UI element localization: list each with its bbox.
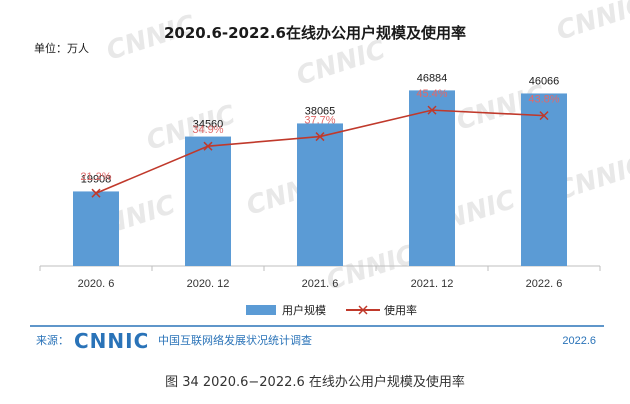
- x-tick-label: 2020. 6: [78, 278, 115, 290]
- cnnic-logo: CNNIC: [74, 329, 149, 353]
- labels-group: 19908 34560 38065 46884 46066 21.2% 34.9% 37.7%…: [80, 72, 559, 185]
- rate-point-marker: [539, 111, 549, 121]
- chart-title: 2020.6-2022.6在线办公用户规模及使用率: [164, 24, 466, 42]
- bar: [521, 93, 567, 267]
- rate-value-label: 21.2%: [80, 171, 111, 183]
- bar-value-label: 19908: [81, 173, 112, 185]
- footer-org-name: 中国互联网络发展状况统计调查: [158, 333, 312, 347]
- legend: 用户规模 使用率: [246, 303, 417, 317]
- x-tick-label: 2020. 12: [187, 278, 230, 290]
- x-tick-label: 2022. 6: [526, 278, 563, 290]
- bar: [73, 191, 119, 266]
- legend-bar-label: 用户规模: [282, 303, 326, 317]
- rate-value-label: 45.4%: [416, 88, 447, 100]
- rate-point-marker: [315, 132, 325, 142]
- rate-line-group: [91, 105, 549, 198]
- bar-value-label: 46884: [417, 72, 448, 84]
- legend-bar-swatch: [246, 305, 276, 315]
- rate-point-marker: [91, 188, 101, 198]
- rate-point-marker: [427, 105, 437, 115]
- rate-value-label: 34.9%: [192, 124, 223, 136]
- footer-date: 2022.6: [562, 335, 596, 347]
- unit-label: 单位：万人: [34, 41, 89, 55]
- rate-point-marker: [203, 141, 213, 151]
- bar-value-label: 46066: [529, 75, 560, 87]
- bar: [297, 123, 343, 266]
- bar: [185, 136, 231, 266]
- figure-caption: 图 34 2020.6−2022.6 在线办公用户规模及使用率: [165, 374, 465, 390]
- x-tick-label: 2021. 6: [302, 278, 339, 290]
- legend-line-label: 使用率: [384, 303, 417, 317]
- rate-value-label: 37.7%: [304, 115, 335, 127]
- bar-value-label: 34560: [193, 119, 224, 131]
- tick-labels-group: 2020. 6 2020. 12 2021. 6 2021. 12 2022. 6: [39, 266, 601, 290]
- x-tick-label: 2021. 12: [411, 278, 454, 290]
- bars-group: [73, 90, 567, 267]
- bar: [409, 90, 455, 267]
- watermark-text: CNNIC: [553, 0, 630, 47]
- rate-value-label: 43.8%: [528, 94, 559, 106]
- watermark-text: CNNIC: [293, 35, 389, 92]
- legend-line-marker-icon: [358, 305, 368, 315]
- footer-source-label: 来源：: [36, 333, 69, 347]
- bar-value-label: 38065: [305, 105, 336, 117]
